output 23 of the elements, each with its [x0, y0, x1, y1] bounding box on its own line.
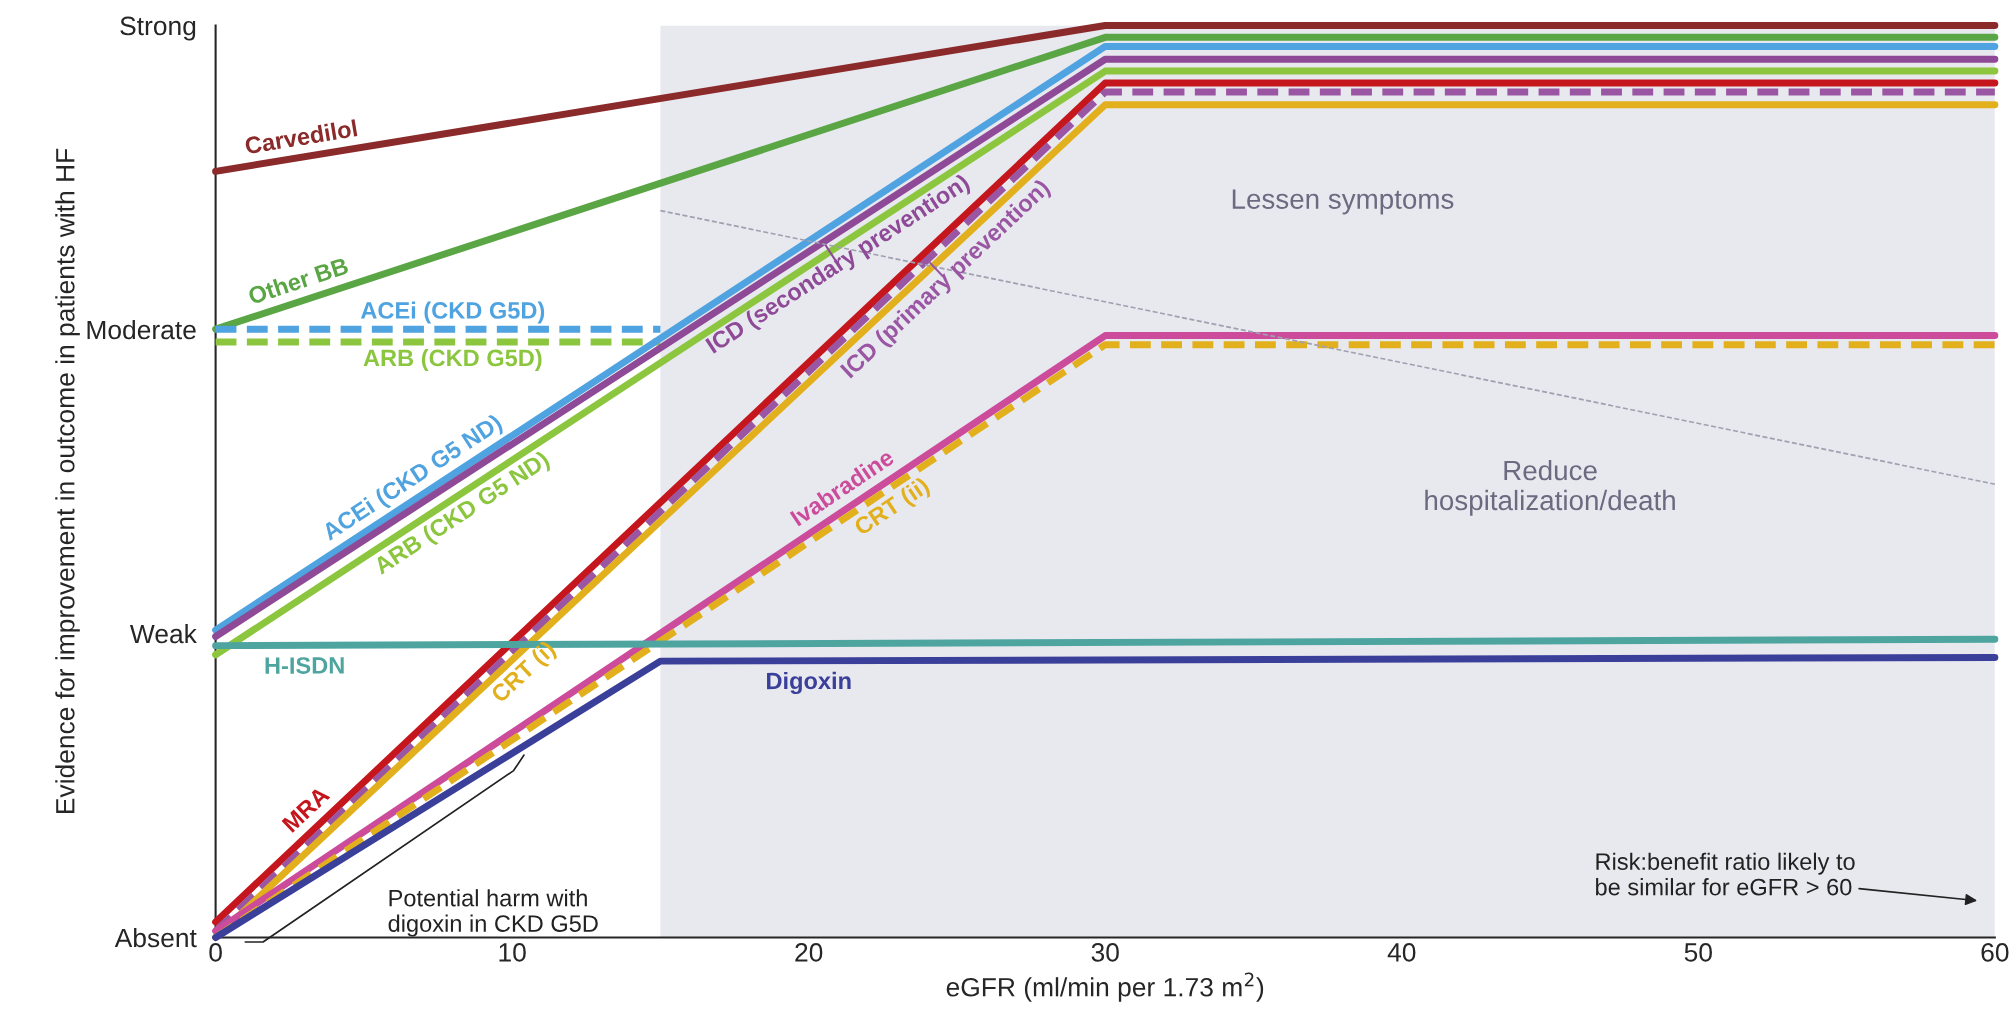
text: Strong [120, 16, 196, 41]
series-label: ACEi (CKD G5D) [360, 301, 545, 324]
x-tick-label: 10 [499, 943, 526, 962]
x-tick-label: 20 [795, 943, 823, 962]
annotation: Potential harm with digoxin in CKD G5D [388, 889, 598, 937]
x-tick-label: 40 [1387, 943, 1416, 962]
x-tick-label: 0 [209, 943, 222, 962]
series-label: H-ISDN [265, 657, 344, 675]
annotation: Risk:benefit ratio likely to be similar for eGFR > 60 [1596, 852, 1855, 896]
text: Carvedilol [244, 119, 358, 155]
y-axis-title: Evidence for improvement in outcome in patients with HF [55, 148, 80, 813]
text: Absent [114, 927, 197, 948]
annotation: Lessen symptoms [1232, 189, 1454, 215]
text: Moderate [87, 319, 196, 340]
text: Other BB [247, 256, 350, 305]
series-label: ARB (CKD G5D) [363, 348, 542, 371]
x-tick-label: 30 [1091, 943, 1119, 962]
x-axis-title: eGFR (ml/min per 1.73 m$^{2}$) [946, 972, 1264, 1002]
annotation: Reduce hospitalization/death [1425, 459, 1675, 516]
x-tick-label: 60 [1981, 943, 2009, 962]
series-label: Digoxin [767, 671, 851, 695]
text: Weak [129, 623, 197, 644]
x-tick-label: 50 [1684, 943, 1712, 962]
